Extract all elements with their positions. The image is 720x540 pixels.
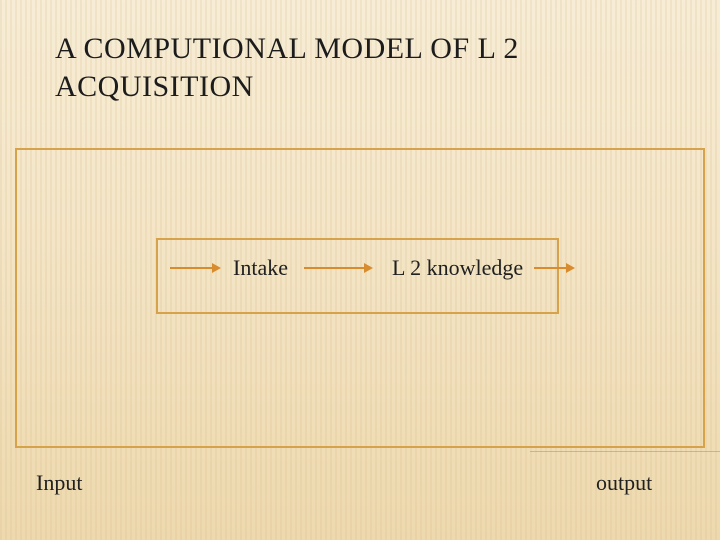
slide-title: A COMPUTIONAL MODEL OF L 2 ACQUISITION [55,30,519,105]
node-input: Input [36,470,82,496]
slide: A COMPUTIONAL MODEL OF L 2 ACQUISITION I… [0,0,720,540]
arrow-to-intake [170,267,220,269]
arrow-l2-out [534,267,574,269]
node-intake: Intake [233,255,288,281]
title-line-1: A COMPUTIONAL MODEL OF L 2 [55,32,519,65]
node-l2-knowledge: L 2 knowledge [392,255,523,281]
title-line-2: ACQUISITION [55,70,254,103]
arrow-intake-to-l2 [304,267,372,269]
decorative-line [530,451,720,452]
node-output: output [596,470,652,496]
